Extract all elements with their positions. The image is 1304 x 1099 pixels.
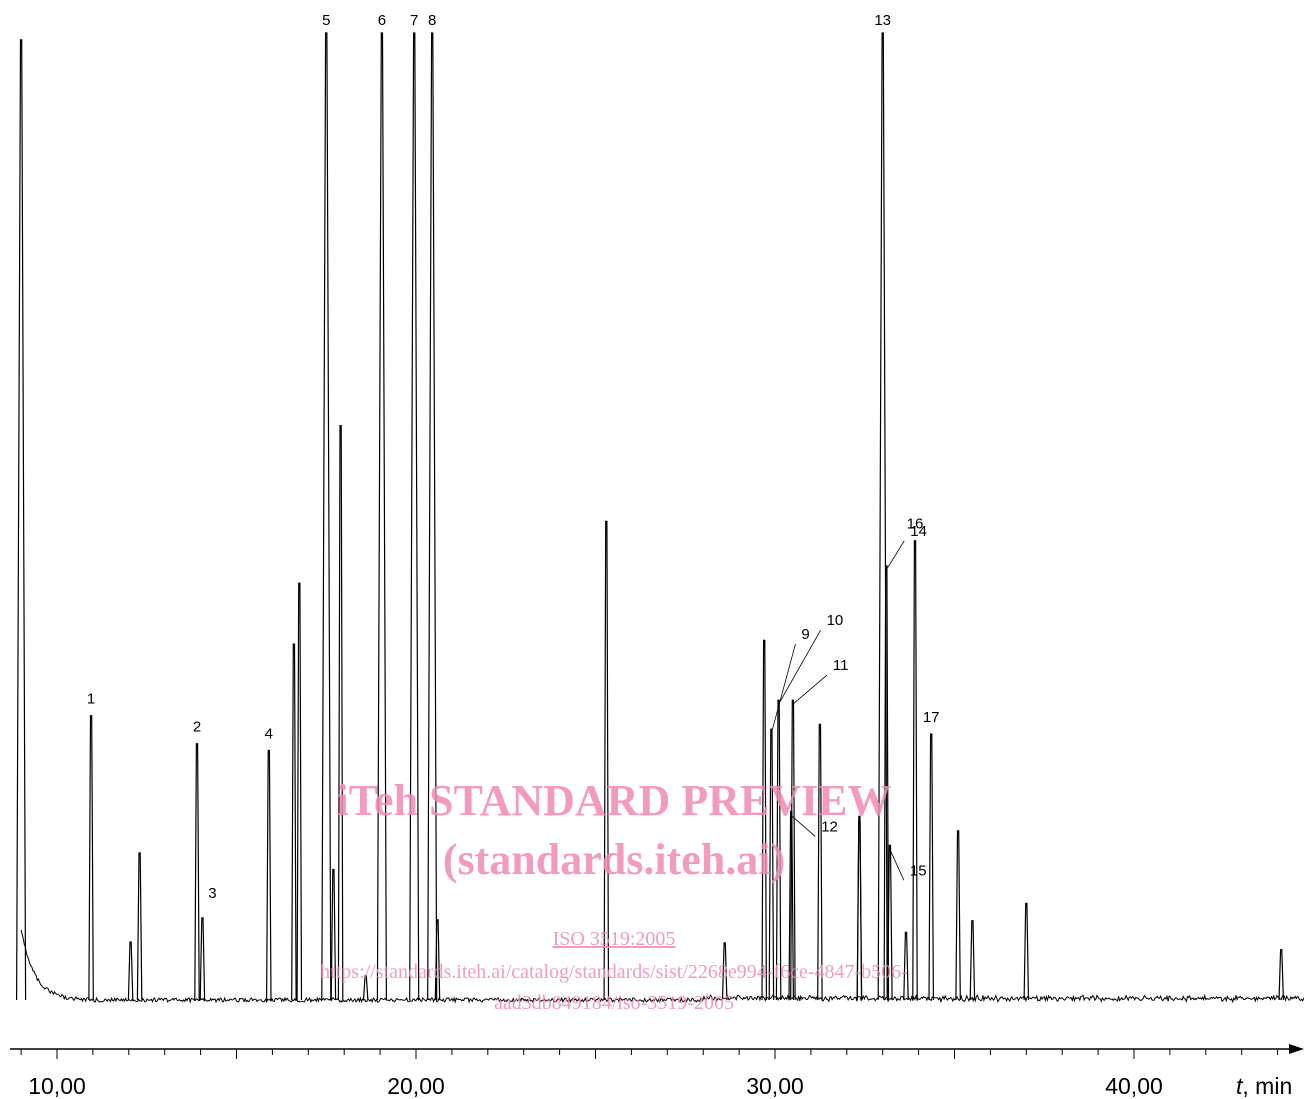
- peak-label-9: 9: [801, 626, 809, 643]
- peak-1: [88, 715, 94, 1001]
- peak-14: [883, 565, 890, 1001]
- peak-unlabeled-35: [1023, 902, 1030, 1001]
- peak-label-11: 11: [833, 657, 849, 674]
- peak-15: [887, 844, 893, 1001]
- peak-unlabeled-30: [903, 931, 909, 1001]
- peak-unlabeled-34: [969, 920, 976, 1001]
- watermark-url-1: https://standards.iteh.ai/catalog/standa…: [320, 961, 908, 983]
- peak-unlabeled-36: [1278, 949, 1284, 1001]
- x-tick-label: 10,00: [28, 1073, 86, 1099]
- peak-leader-line: [778, 630, 821, 705]
- x-tick-label: 20,00: [387, 1073, 445, 1099]
- x-axis-title: t, min: [1236, 1073, 1292, 1099]
- watermark-url-2: aad3db849184/iso-3519-2005: [494, 992, 734, 1014]
- peak-label-2: 2: [193, 719, 201, 736]
- watermark-subtitle: (standards.iteh.ai): [443, 835, 785, 884]
- peak-label-8: 8: [428, 12, 436, 29]
- peak-6: [376, 32, 387, 1001]
- peak-16: [912, 540, 918, 1001]
- watermark: iTeh STANDARD PREVIEW (standards.iteh.ai…: [320, 776, 908, 1014]
- watermark-standard: ISO 3519:2005: [553, 928, 676, 950]
- peak-unlabeled-19: [761, 639, 767, 1001]
- peak-label-7: 7: [410, 12, 418, 29]
- peak-unlabeled-11: [337, 425, 344, 1001]
- x-axis: [10, 1044, 1304, 1054]
- peak-unlabeled-10: [330, 868, 337, 1001]
- peak-label-10: 10: [827, 612, 844, 629]
- peak-unlabeled-8: [296, 582, 303, 1001]
- peak-leader-line: [885, 540, 905, 571]
- peak-label-3: 3: [208, 885, 216, 902]
- peak-unlabeled-17: [603, 520, 610, 1001]
- peak-unlabeled-2: [127, 941, 134, 1001]
- peak-8: [427, 32, 438, 1001]
- peak-leader-line: [790, 815, 816, 837]
- peak-unlabeled-12: [362, 975, 369, 1001]
- peak-label-16: 16: [907, 516, 924, 533]
- x-tick-label: 40,00: [1105, 1073, 1163, 1099]
- peak-13: [877, 32, 888, 1001]
- peak-7: [409, 32, 420, 1001]
- peak-9: [768, 728, 775, 1001]
- peak-10: [775, 699, 782, 1001]
- peak-leader-line: [771, 644, 796, 734]
- peak-3: [199, 917, 206, 1001]
- peak-label-15: 15: [910, 862, 927, 879]
- chromatogram-trace: [16, 32, 1304, 1004]
- peak-label-6: 6: [378, 12, 386, 29]
- peak-label-1: 1: [87, 691, 95, 708]
- peak-label-17: 17: [923, 709, 940, 726]
- watermark-title: iTeh STANDARD PREVIEW: [337, 776, 892, 825]
- peak-label-13: 13: [874, 12, 891, 29]
- x-axis-arrow-icon: [1289, 1044, 1304, 1054]
- peak-leader-line: [792, 674, 828, 705]
- peak-4: [266, 749, 272, 1001]
- x-tick-label: 30,00: [746, 1073, 804, 1099]
- peak-17: [928, 733, 934, 1001]
- peak-unlabeled-24: [817, 723, 823, 1001]
- baseline-trace: [20, 929, 1304, 1004]
- peak-label-12: 12: [821, 818, 838, 835]
- peak-unlabeled-18: [721, 942, 728, 1001]
- peak-unlabeled-7: [291, 643, 297, 1001]
- peak-label-5: 5: [322, 12, 330, 29]
- peak-2: [194, 743, 200, 1001]
- x-axis-ticks: 10,00 20,00 30,00 40,00: [20, 1049, 1279, 1099]
- peak-12: [788, 810, 794, 1001]
- peak-label-14: 14: [910, 523, 927, 540]
- peak-label-4: 4: [265, 726, 273, 743]
- peak-unlabeled-33: [955, 830, 961, 1001]
- peak-unlabeled-16: [434, 919, 441, 1001]
- peak-leader-line: [889, 849, 905, 881]
- peak-unlabeled-3: [136, 852, 143, 1001]
- peak-unlabeled-0: [16, 39, 27, 1001]
- peak-11: [790, 699, 796, 1001]
- peak-unlabeled-26: [856, 820, 863, 1001]
- peak-5: [321, 32, 332, 1001]
